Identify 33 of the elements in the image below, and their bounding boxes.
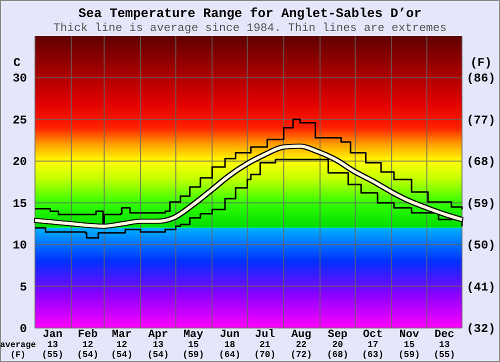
y2-tick-label: (41) — [466, 280, 496, 294]
y-tick-label: 0 — [20, 322, 27, 336]
y-tick-label: 5 — [20, 280, 27, 294]
y2-tick-label: (59) — [466, 196, 496, 211]
y2-tick-label: (50) — [466, 238, 496, 253]
chart-subtitle: Thick line is average since 1984. Thin lines are extremes — [53, 22, 447, 35]
x-tick-label: Dec 13 (55) — [434, 329, 456, 360]
y2-axis-title: (F) — [470, 56, 492, 70]
chart-title: Sea Temperature Range for Anglet-Sables D’or — [78, 6, 422, 21]
text: average — [0, 340, 36, 350]
x-tick-label: Aug 22 (72) — [290, 329, 312, 360]
x-tick-label: Jun 18 (64) — [218, 329, 241, 360]
y-tick-label: 10 — [12, 238, 27, 253]
y2-tick-label: (86) — [466, 72, 496, 86]
x-tick-label: Jul 21 (70) — [254, 329, 276, 360]
x-tick-label: Feb 12 (54) — [76, 329, 99, 360]
x-tick-label: Nov 15 (59) — [398, 329, 420, 360]
x-tick-label: Jan 13 (55) — [42, 329, 64, 360]
y-axis-title: C — [13, 56, 21, 70]
y-tick-label: 20 — [12, 155, 27, 170]
x-tick-label: May 15 (59) — [182, 329, 204, 360]
line-series — [34, 144, 464, 228]
x-tick-label: Apr 13 (54) — [147, 329, 169, 360]
y2-tick-label: (77) — [466, 113, 496, 128]
x-tick-label: Oct 17 (63) — [362, 329, 384, 360]
x-tick-label: Mar 12 (54) — [111, 329, 133, 360]
x-tick-label: Sep 20 (68) — [326, 329, 348, 360]
y-tick-label: 15 — [12, 196, 27, 211]
y2-tick-label: (32) — [466, 322, 496, 336]
y2-tick-label: (68) — [466, 155, 496, 170]
text: (F) — [10, 350, 26, 360]
y-tick-label: 25 — [12, 113, 27, 128]
y-tick-label: 30 — [12, 72, 27, 86]
